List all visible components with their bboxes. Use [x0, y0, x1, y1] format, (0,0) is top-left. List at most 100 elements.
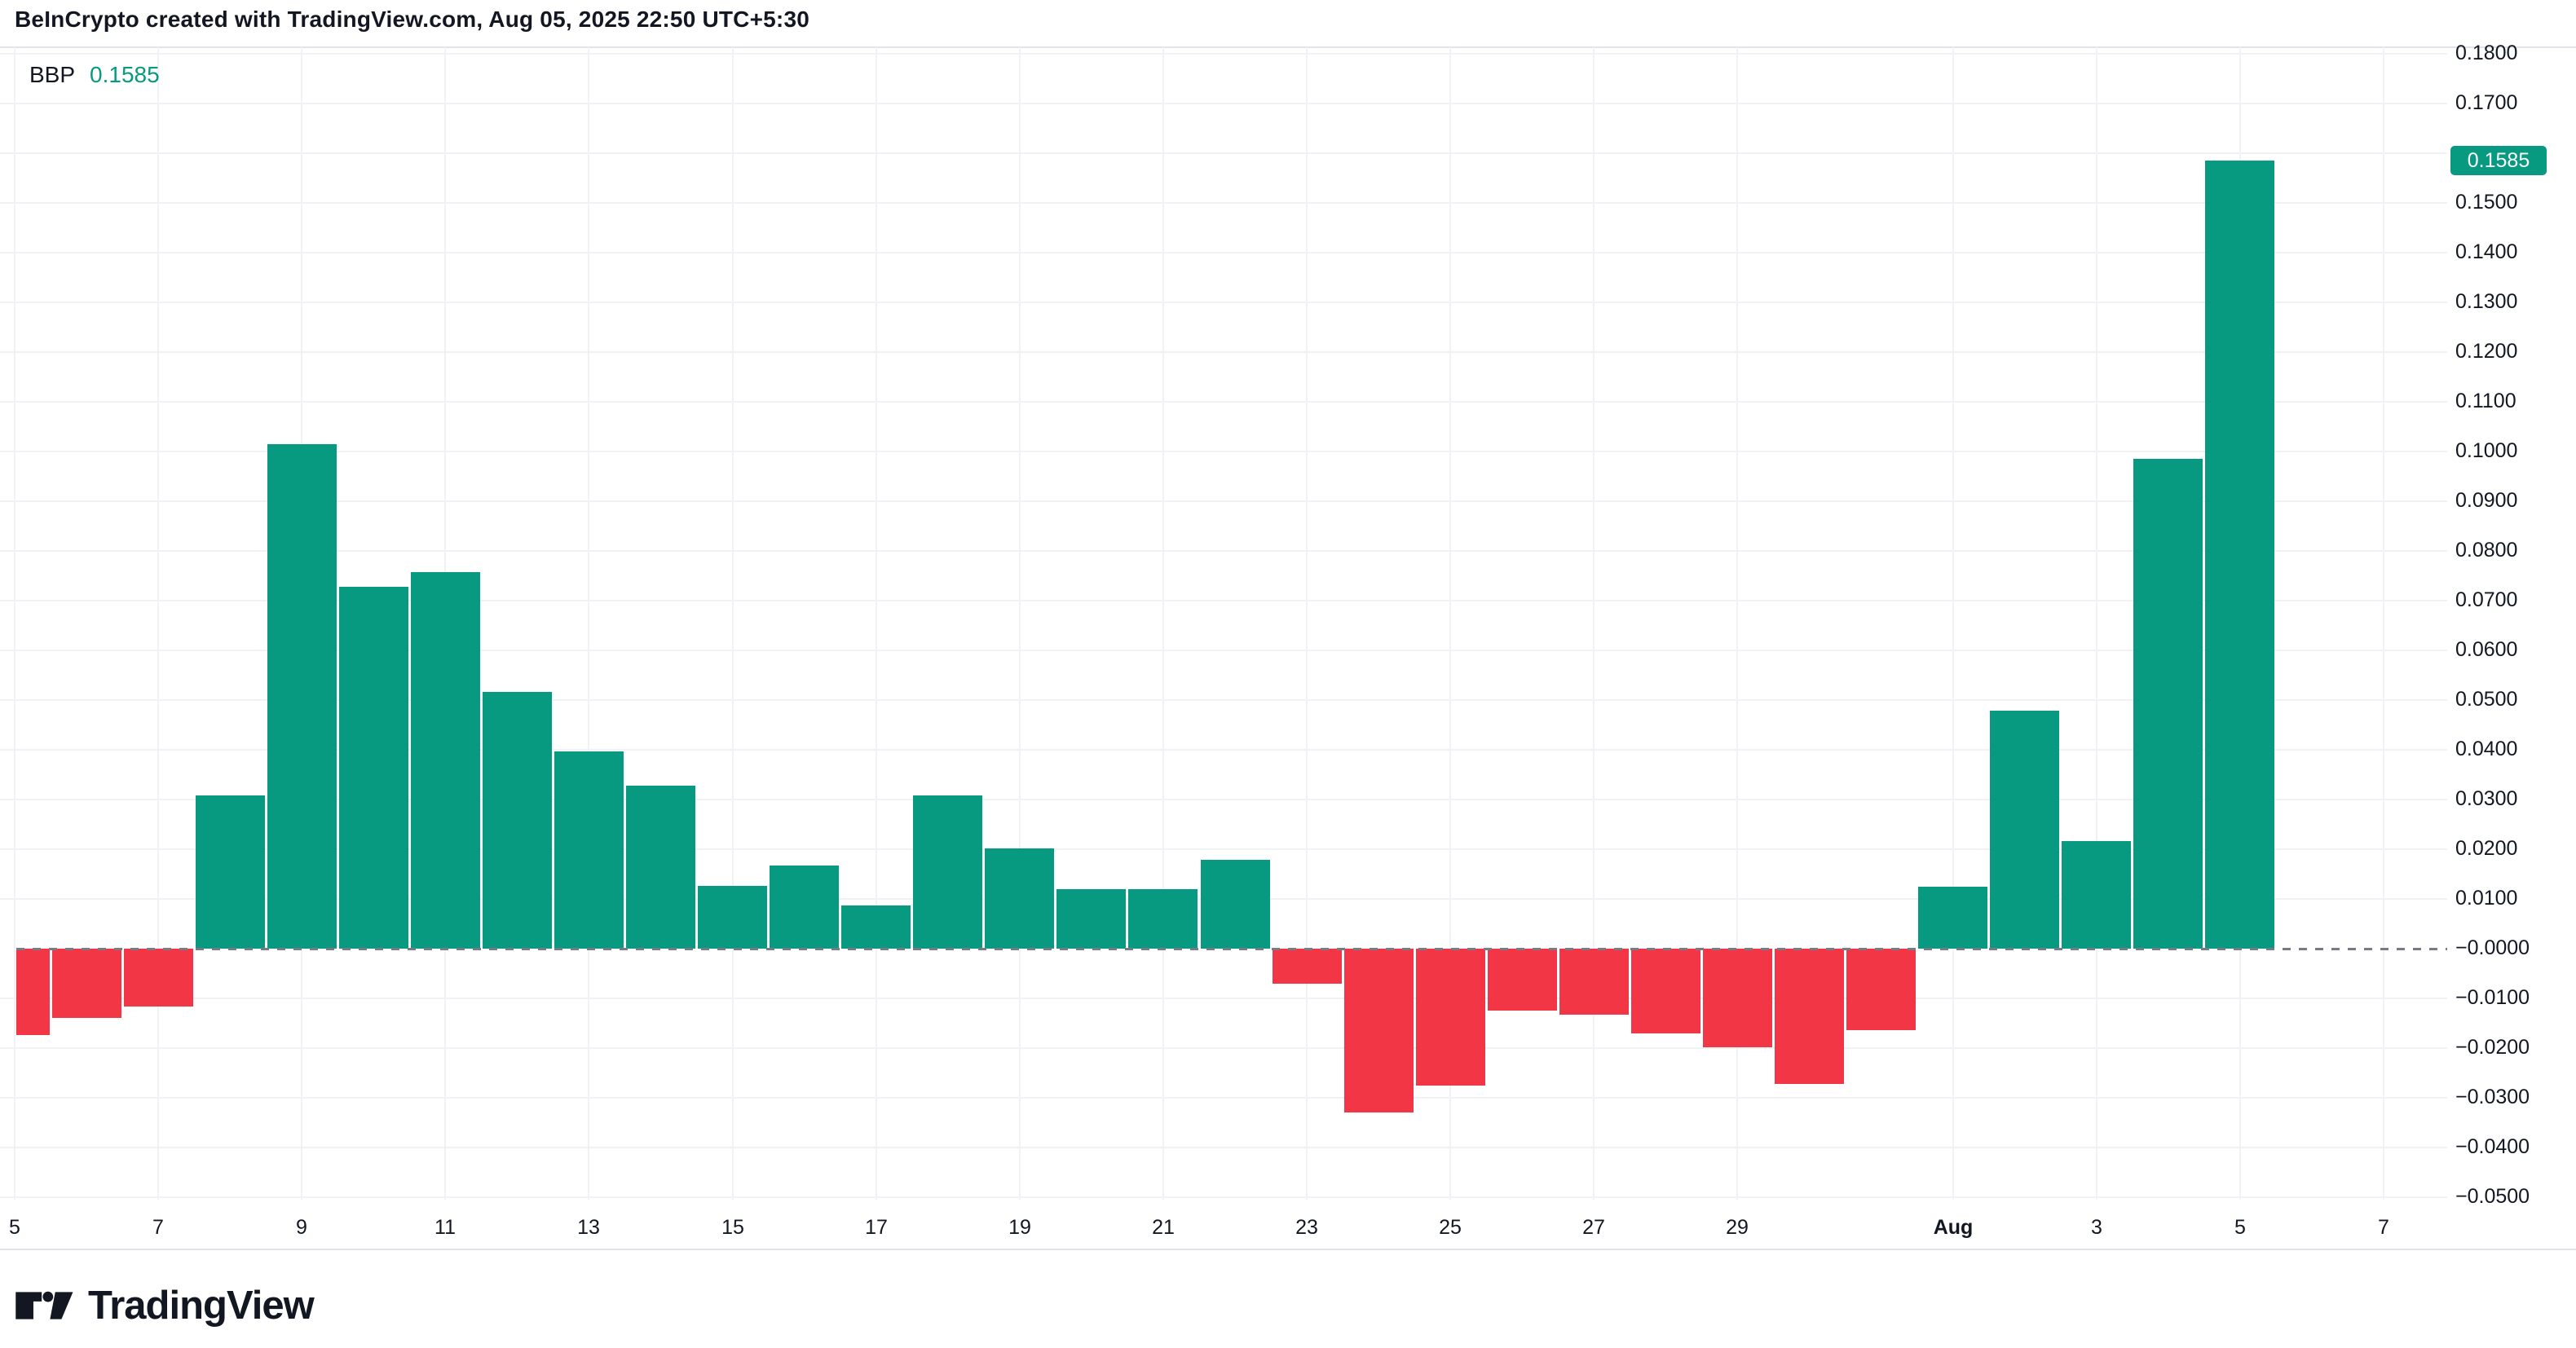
time-label-27: 27 [1582, 1216, 1605, 1239]
gridline-vertical [1449, 47, 1451, 1200]
bbp-bar-jul-23[interactable] [1273, 949, 1342, 984]
gridline-horizontal [0, 401, 2447, 403]
bbp-bar-jul-31[interactable] [1846, 949, 1916, 1030]
gridline-vertical [1162, 47, 1164, 1200]
gridline-vertical [1593, 47, 1595, 1200]
time-label-25: 25 [1439, 1216, 1462, 1239]
gridline-vertical [1306, 47, 1308, 1200]
bbp-bar-aug-2[interactable] [1990, 711, 2059, 949]
gridline-vertical [1952, 47, 1954, 1200]
time-label-17: 17 [865, 1216, 888, 1239]
gridline-vertical [732, 47, 734, 1200]
tradingview-mark-icon [15, 1291, 73, 1319]
gridline-horizontal [0, 550, 2447, 552]
time-label-7: 7 [152, 1216, 164, 1239]
price-label-0.1300: 0.1300 [2455, 290, 2518, 313]
bbp-bar-jul-29[interactable] [1703, 949, 1772, 1047]
bbp-bar-aug-4[interactable] [2133, 459, 2203, 949]
chart-title: BeInCrypto created with TradingView.com,… [15, 7, 809, 32]
bbp-bar-jul-6[interactable] [52, 949, 121, 1018]
bbp-bar-jul-16[interactable] [770, 866, 839, 949]
bbp-bar-jul-8[interactable] [196, 795, 265, 949]
bbp-bar-jul-26[interactable] [1488, 949, 1557, 1011]
time-label-21: 21 [1152, 1216, 1175, 1239]
bbp-bar-jul-17[interactable] [841, 905, 911, 949]
current-price-badge: 0.1585 [2450, 146, 2547, 176]
gridline-horizontal [0, 302, 2447, 303]
price-axis[interactable]: 0.1585 0.1800 0.1700 0.1500 0.1400 0.1300 0.1… [2447, 43, 2576, 1207]
gridline-horizontal [0, 103, 2447, 104]
bbp-bar-jul-12[interactable] [483, 692, 552, 949]
zero-baseline [16, 948, 2447, 950]
gridline-vertical [157, 47, 159, 1200]
indicator-legend[interactable]: BBP 0.1585 [29, 62, 160, 88]
bbp-bar-jul-18[interactable] [913, 795, 982, 949]
header-divider [0, 46, 2576, 48]
gridline-horizontal [0, 351, 2447, 353]
time-label-3: 3 [2091, 1216, 2102, 1239]
gridline-horizontal [0, 152, 2447, 154]
gridline-horizontal [0, 1196, 2447, 1198]
price-label-0.0600: 0.0600 [2455, 638, 2518, 661]
indicator-name: BBP [29, 62, 76, 87]
bbp-bar-jul-27[interactable] [1559, 949, 1629, 1015]
gridline-horizontal [0, 650, 2447, 651]
bbp-bar-jul-21[interactable] [1128, 889, 1198, 949]
time-label-11: 11 [434, 1216, 456, 1239]
price-label-−0.0200: −0.0200 [2455, 1036, 2530, 1059]
price-label-0.0100: 0.0100 [2455, 887, 2518, 910]
gridline-horizontal [0, 252, 2447, 253]
price-label-0.0800: 0.0800 [2455, 539, 2518, 562]
price-label-−0.0400: −0.0400 [2455, 1135, 2530, 1158]
time-label-29: 29 [1726, 1216, 1749, 1239]
price-label-0.0900: 0.0900 [2455, 489, 2518, 512]
price-label-0.1800: 0.1800 [2455, 42, 2518, 64]
bbp-bar-aug-3[interactable] [2062, 841, 2131, 949]
gridline-horizontal [0, 53, 2447, 55]
bbp-bar-jul-20[interactable] [1056, 889, 1126, 949]
price-label-−0.0300: −0.0300 [2455, 1086, 2530, 1108]
bbp-bar-aug-5[interactable] [2205, 161, 2274, 949]
price-label-−0.0100: −0.0100 [2455, 986, 2530, 1009]
bbp-bar-jul-22[interactable] [1201, 860, 1270, 949]
bbp-bar-jul-30[interactable] [1775, 949, 1844, 1084]
bbp-bar-jul-13[interactable] [554, 751, 624, 949]
bbp-bar-jul-7[interactable] [124, 949, 193, 1007]
time-axis-divider [0, 1249, 2576, 1250]
bbp-bar-jul-24[interactable] [1344, 949, 1414, 1112]
bbp-bar-jul-19[interactable] [985, 848, 1054, 949]
price-label-0.1100: 0.1100 [2455, 390, 2516, 412]
bbp-bar-jul-14[interactable] [626, 786, 695, 949]
bbp-bar-jul-25[interactable] [1416, 949, 1485, 1086]
gridline-horizontal [0, 202, 2447, 204]
price-label-0.1400: 0.1400 [2455, 240, 2518, 263]
indicator-value: 0.1585 [90, 62, 160, 87]
gridline-vertical [1736, 47, 1738, 1200]
gridline-vertical [1019, 47, 1021, 1200]
gridline-horizontal [0, 749, 2447, 751]
gridline-vertical [14, 47, 15, 1200]
gridline-horizontal [0, 500, 2447, 502]
tradingview-wordmark: TradingView [88, 1284, 315, 1328]
gridline-vertical [2383, 47, 2384, 1200]
price-label-0.0700: 0.0700 [2455, 588, 2518, 611]
gridline-vertical [588, 47, 589, 1200]
price-label-−0.0500: −0.0500 [2455, 1185, 2530, 1208]
time-label-5: 5 [9, 1216, 20, 1239]
bbp-bar-jul-11[interactable] [411, 572, 480, 949]
price-label-−0.0000: −0.0000 [2455, 936, 2530, 959]
price-label-0.0200: 0.0200 [2455, 837, 2518, 860]
tradingview-logo[interactable]: TradingView [15, 1283, 315, 1328]
bbp-bar-jul-9[interactable] [267, 444, 337, 949]
bbp-bar-jul-15[interactable] [698, 886, 767, 949]
price-label-0.0300: 0.0300 [2455, 787, 2518, 810]
gridline-vertical [2096, 47, 2097, 1200]
bbp-bar-jul-5[interactable] [16, 949, 50, 1035]
bbp-bar-aug-1[interactable] [1918, 887, 1987, 949]
price-label-0.1200: 0.1200 [2455, 340, 2518, 363]
chart-plot-area[interactable] [0, 47, 2447, 1200]
bbp-bar-jul-28[interactable] [1631, 949, 1700, 1033]
bbp-bar-jul-10[interactable] [339, 587, 408, 949]
gridline-horizontal [0, 799, 2447, 800]
time-axis[interactable]: 5 7 9 11 13 15 17 19 21 23 25 27 29 Aug 3 5 7 [0, 1200, 2447, 1249]
